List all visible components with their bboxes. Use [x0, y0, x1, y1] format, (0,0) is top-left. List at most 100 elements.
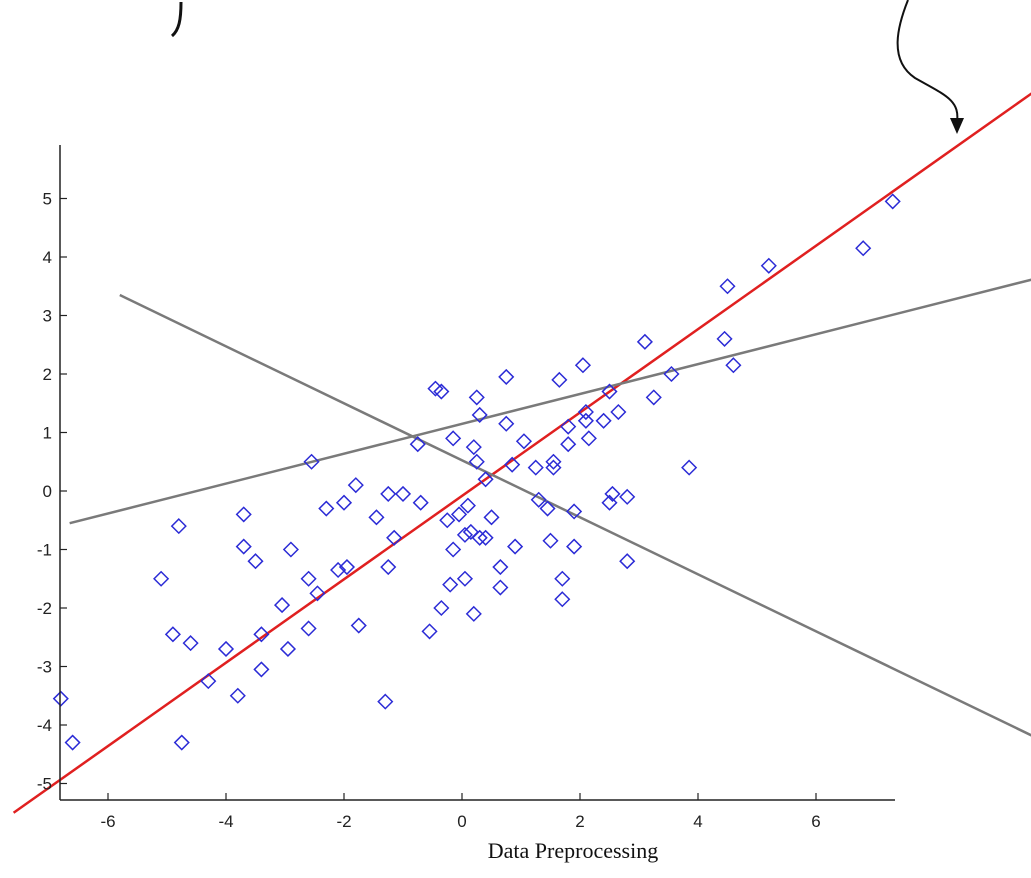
data-point	[309, 585, 326, 602]
data-point	[300, 570, 317, 587]
data-point	[377, 693, 394, 710]
data-point	[450, 506, 468, 523]
y-tick-label: -5	[37, 775, 52, 794]
data-point	[545, 459, 562, 476]
data-point	[580, 430, 597, 447]
data-point	[409, 436, 426, 453]
x-tick-label: -2	[336, 812, 351, 831]
data-point	[645, 389, 662, 406]
data-point	[577, 412, 594, 429]
data-point	[566, 538, 583, 555]
data-point	[574, 357, 592, 374]
data-point	[350, 617, 367, 634]
data-point	[884, 193, 901, 210]
y-tick-label: -3	[37, 658, 52, 677]
x-tick-label: 4	[693, 812, 702, 831]
data-point	[545, 453, 562, 470]
data-point	[421, 623, 438, 640]
data-point	[507, 538, 524, 555]
data-point	[477, 529, 494, 546]
y-tick-label: 0	[43, 482, 52, 501]
data-point	[465, 439, 482, 456]
data-point	[235, 506, 252, 523]
data-point	[330, 561, 347, 579]
data-point	[445, 430, 462, 447]
data-point	[539, 500, 556, 517]
data-point	[433, 599, 450, 617]
data-point	[386, 529, 403, 546]
data-point	[542, 532, 559, 549]
data-point	[253, 661, 270, 678]
data-point	[468, 453, 485, 470]
y-tick-label: 5	[43, 190, 52, 209]
y-tick-label: -2	[37, 599, 52, 618]
data-point	[335, 494, 353, 511]
data-point	[173, 734, 190, 751]
data-point	[445, 541, 462, 558]
x-tick-label: 6	[811, 812, 820, 831]
scatter-points	[52, 193, 901, 751]
data-point	[394, 485, 412, 502]
data-point	[515, 433, 533, 450]
data-point	[483, 509, 500, 526]
cropped-glyph	[170, 1, 183, 38]
fit-lines	[12, 92, 1031, 814]
x-tick-label: -4	[218, 812, 233, 831]
data-point	[282, 541, 299, 558]
data-point	[610, 403, 627, 421]
data-point	[182, 635, 199, 652]
arrow-curve	[896, 0, 959, 123]
data-point	[577, 403, 594, 421]
y-tick-label: 1	[43, 424, 52, 443]
data-point	[471, 529, 488, 546]
data-point	[380, 485, 397, 502]
data-point	[279, 640, 297, 658]
annotation-arrow	[896, 0, 964, 134]
y-tick-label: 4	[43, 248, 52, 267]
x-tick-label: 0	[457, 812, 466, 831]
data-point	[64, 734, 81, 751]
data-point	[663, 365, 680, 383]
data-point	[492, 558, 509, 576]
y-tick-label: 2	[43, 365, 52, 384]
data-point	[554, 570, 571, 587]
data-point	[601, 494, 618, 511]
data-point	[601, 383, 618, 400]
data-point	[619, 488, 636, 505]
data-point	[338, 558, 356, 576]
data-point	[554, 591, 571, 608]
data-point	[527, 459, 544, 476]
data-point	[566, 503, 583, 520]
data-point	[380, 558, 397, 576]
data-point	[636, 333, 653, 350]
data-point	[681, 459, 698, 476]
data-point	[456, 570, 474, 587]
x-tick-labels: -6 -4 -2 0 2 4 6	[100, 812, 820, 831]
data-point	[459, 497, 476, 514]
gray-line-1	[69, 278, 1031, 525]
data-point	[619, 553, 636, 570]
data-point	[477, 471, 494, 488]
y-tick-label: -4	[37, 716, 52, 735]
x-tick-label: -6	[100, 812, 115, 831]
gray-line-2	[119, 293, 1031, 737]
data-point	[492, 579, 509, 596]
y-tick-label: 3	[43, 307, 52, 326]
red-regression-line	[12, 92, 1031, 814]
data-point	[456, 526, 474, 543]
data-point	[347, 477, 364, 494]
y-tick-label: -1	[37, 541, 52, 560]
data-point	[439, 512, 456, 529]
data-point	[498, 368, 515, 385]
data-point	[412, 494, 429, 511]
data-point	[560, 436, 577, 453]
axes	[59, 145, 895, 801]
data-point	[433, 383, 450, 400]
data-point	[318, 500, 335, 517]
data-point	[595, 412, 612, 429]
data-point	[468, 389, 485, 406]
data-point	[551, 371, 568, 388]
data-point	[855, 240, 872, 257]
data-point	[303, 453, 320, 470]
